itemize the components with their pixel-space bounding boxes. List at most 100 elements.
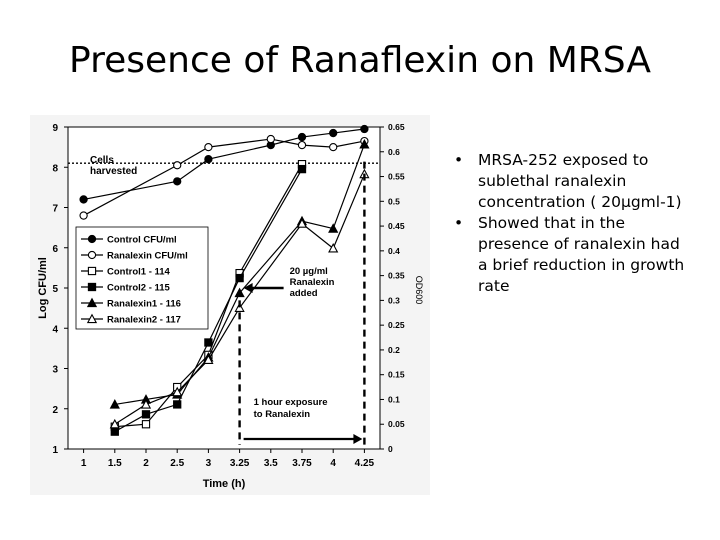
legend-label: Ranalexin1 - 116 [107, 299, 181, 310]
data-point [87, 282, 97, 292]
x-tick-label: 4 [330, 458, 336, 469]
data-point [173, 161, 182, 170]
y-tick-label: 7 [52, 204, 58, 215]
y2-tick-label: 0.1 [388, 394, 400, 404]
y-tick-label: 6 [52, 244, 58, 255]
data-point [109, 418, 120, 429]
data-point [204, 338, 213, 347]
y-tick-label: 3 [52, 365, 58, 376]
data-point [266, 134, 275, 144]
y2-axis-label: OD600 [414, 276, 424, 305]
data-point [329, 142, 338, 152]
data-point [329, 128, 338, 138]
right-axis-ticks: 0 0.05 0.1 0.15 0.2 0.25 0.3 0.35 0.4 0.45 0.5 0.55… [380, 122, 405, 454]
exposure-arrowhead [353, 434, 363, 444]
y2-tick-label: 0.45 [388, 221, 405, 231]
ranalexin-added-arrowhead [243, 283, 253, 293]
data-point [235, 273, 244, 283]
data-point [234, 287, 245, 298]
cells-harvested-label: Cells harvested [90, 155, 137, 177]
data-point [360, 124, 369, 134]
series-line [114, 163, 303, 428]
y-tick-label: 5 [52, 284, 58, 295]
data-point [86, 297, 98, 308]
series-line [114, 144, 365, 406]
x-tick-label: 1.5 [108, 458, 122, 469]
annotation-layer: 20 µg/ml Ranalexin added 1 hour exposure to … [238, 161, 366, 445]
ranalexin-added-label: 20 µg/ml Ranalexin added [290, 266, 335, 299]
y-tick-label: 9 [52, 123, 58, 134]
data-point [79, 195, 88, 204]
data-point [296, 218, 308, 228]
series-layer [79, 124, 370, 436]
data-point [328, 223, 339, 233]
x-axis-label: Time (h) [203, 478, 246, 490]
y-tick-label: 2 [52, 405, 58, 416]
y2-tick-label: 0.2 [388, 345, 400, 355]
bullet-list: • MRSA-252 exposed to sublethal ranalexin… [452, 150, 692, 297]
chart-legend: Control CFU/ml Ranalexin CFU/ml Control1 -… [75, 226, 209, 330]
data-point [86, 313, 98, 324]
data-point [234, 302, 245, 312]
data-point [141, 410, 151, 419]
data-point [87, 250, 97, 260]
data-point [173, 177, 182, 186]
data-point [140, 399, 152, 409]
y2-tick-label: 0.15 [388, 370, 405, 380]
legend-label: Ranalexin2 - 117 [107, 315, 181, 326]
y2-tick-label: 0.6 [388, 147, 400, 157]
x-tick-label: 2.5 [170, 458, 184, 469]
x-axis-ticks: 1 1.5 2 2.5 3 3.25 3.5 3.75 4 4.25 [81, 449, 375, 469]
data-point [297, 132, 307, 142]
legend-label: Control CFU/ml [107, 235, 177, 246]
bullet-text: MRSA-252 exposed to sublethal ranalexin … [478, 151, 682, 211]
data-point [359, 138, 370, 149]
data-point [172, 386, 183, 397]
y2-tick-label: 0 [388, 444, 393, 454]
data-point [79, 211, 88, 220]
legend-box [75, 226, 209, 330]
legend-label: Control2 - 115 [107, 283, 171, 294]
x-tick-label: 2 [143, 458, 149, 469]
x-tick-label: 3 [206, 458, 212, 469]
data-point [203, 354, 214, 364]
y2-tick-label: 0.4 [388, 246, 400, 256]
y2-tick-label: 0.65 [388, 122, 405, 132]
bullet-glyph: • [454, 214, 464, 232]
data-point [328, 243, 339, 253]
x-tick-label: 1 [81, 458, 87, 469]
data-point [87, 234, 97, 244]
y2-tick-label: 0.55 [388, 172, 405, 182]
data-point [173, 400, 182, 409]
slide-title: Presence of Ranaflexin on MRSA [69, 40, 651, 81]
y2-tick-label: 0.05 [388, 419, 405, 429]
y-axis-label: Log CFU/ml [37, 257, 49, 319]
x-tick-label: 3.5 [264, 458, 278, 469]
data-point [297, 140, 307, 150]
data-point [297, 164, 307, 174]
y-tick-label: 4 [52, 324, 58, 335]
y-tick-label: 1 [52, 445, 58, 456]
x-tick-label: 3.25 [230, 458, 250, 469]
left-axis-ticks: 1 2 3 4 5 6 7 8 9 [52, 123, 68, 456]
legend-label: Ranalexin CFU/ml [107, 251, 188, 262]
series-line [114, 173, 365, 425]
series-line [114, 168, 303, 433]
data-point [141, 420, 151, 429]
bullet-item: • MRSA-252 exposed to sublethal ranalexin… [452, 150, 692, 213]
data-point [110, 427, 119, 436]
data-point [87, 266, 97, 276]
y2-tick-label: 0.5 [388, 196, 400, 206]
bullet-item: • Showed that in the presence of ranalexi… [452, 213, 692, 297]
y-tick-label: 8 [52, 163, 58, 174]
data-point [204, 155, 213, 164]
exposure-label: 1 hour exposure to Ranalexin [254, 397, 328, 420]
bullet-glyph: • [454, 151, 464, 169]
data-point [204, 142, 213, 152]
data-point [109, 399, 120, 409]
x-tick-label: 4.25 [355, 458, 375, 469]
bullet-text: Showed that in the presence of ranalexin… [478, 214, 685, 295]
y2-tick-label: 0.35 [388, 271, 405, 281]
